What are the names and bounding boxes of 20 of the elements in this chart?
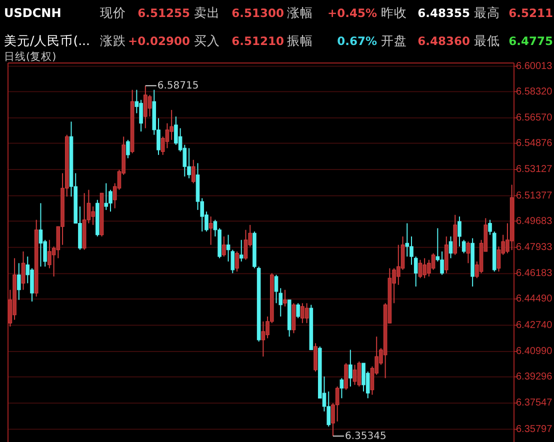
y-tick-label: 6.53127	[516, 164, 553, 176]
y-tick-label: 6.58320	[516, 86, 553, 98]
y-tick-label: 6.44490	[516, 294, 553, 305]
y-tick-label: 6.40990	[516, 346, 553, 358]
y-tick-label: 6.46183	[516, 268, 553, 280]
price-note: 6.35345	[332, 430, 386, 442]
y-tick-label: 6.37547	[516, 398, 553, 409]
y-tick-label: 6.35797	[516, 424, 553, 435]
y-tick-label: 6.39296	[516, 371, 553, 382]
y-tick-label: 6.51377	[516, 190, 553, 202]
y-tick-label: 6.56570	[516, 112, 553, 124]
y-tick-label: 6.54876	[516, 138, 553, 149]
y-tick-label: 6.49683	[516, 216, 553, 227]
y-tick-label: 6.60013	[516, 60, 553, 72]
annotation: 6.58715	[157, 80, 199, 92]
header: USDCNH 美元/人民币(... 现价 6.51255 卖出 6.51300 涨幅 +0.45% 昨收 6.48355 最高 6.5211 涨跌+0.02900 买入 6.51210 振幅 0.67% 开盘 6.48360 最低 6.4775 日线(复权)	[4, 5, 553, 63]
price-note: 6.58715	[144, 80, 199, 92]
y-tick-label: 6.42740	[516, 320, 553, 331]
y-tick-label: 6.47933	[516, 242, 553, 253]
annotation: 6.35345	[344, 430, 386, 442]
